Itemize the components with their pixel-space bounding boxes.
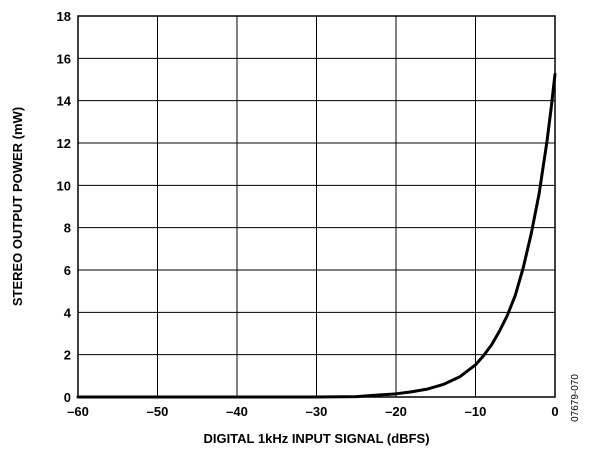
y-tick-label: 6 — [64, 263, 71, 278]
y-tick-label: 0 — [64, 390, 71, 405]
y-tick-label: 8 — [64, 221, 71, 236]
y-tick-label: 12 — [57, 136, 71, 151]
x-tick-label: –10 — [465, 404, 487, 419]
x-tick-label: –60 — [67, 404, 89, 419]
grid — [77, 15, 556, 398]
figure-code: 07679-070 — [570, 374, 581, 422]
x-tick-label: –50 — [147, 404, 169, 419]
x-tick-label: –40 — [226, 404, 248, 419]
y-tick-label: 18 — [57, 9, 71, 24]
y-tick-label: 2 — [64, 348, 71, 363]
y-tick-labels: 0 2 4 6 8 10 12 14 16 18 — [57, 9, 72, 405]
y-tick-label: 16 — [57, 51, 71, 66]
y-axis-title: STEREO OUTPUT POWER (mW) — [10, 107, 25, 306]
plot-frame — [77, 15, 556, 398]
y-tick-label: 4 — [64, 305, 72, 320]
y-tick-label: 14 — [57, 94, 72, 109]
series-layer — [76, 72, 557, 399]
x-tick-label: 0 — [551, 404, 558, 419]
x-axis-title: DIGITAL 1kHz INPUT SIGNAL (dBFS) — [203, 431, 429, 446]
x-tick-labels: –60 –50 –40 –30 –20 –10 0 — [67, 404, 558, 419]
x-tick-label: –20 — [385, 404, 407, 419]
y-tick-label: 10 — [57, 178, 71, 193]
series-line-0 — [76, 72, 557, 399]
x-tick-label: –30 — [306, 404, 328, 419]
